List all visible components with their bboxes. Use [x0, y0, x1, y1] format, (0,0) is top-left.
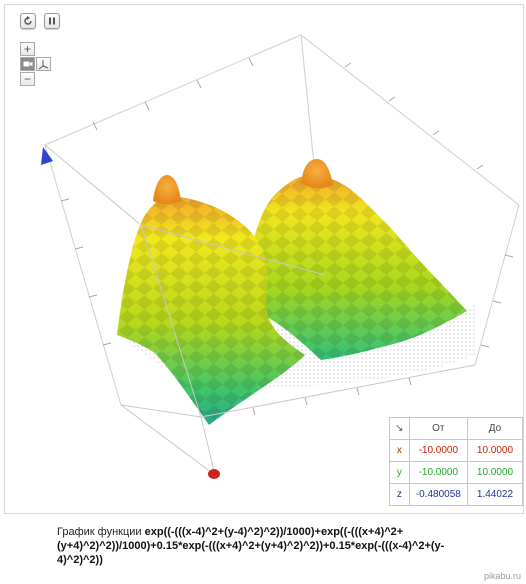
peak-right — [301, 159, 333, 189]
header-to: До — [466, 417, 523, 440]
x-to-value[interactable]: 10.0000 — [466, 439, 523, 462]
surface-plot[interactable] — [5, 5, 523, 513]
watermark: pikabu.ru — [483, 571, 521, 581]
pause-icon — [49, 17, 55, 25]
reset-view-button[interactable] — [20, 13, 36, 29]
table-row: y -10.0000 10.0000 — [389, 461, 523, 484]
caption-prefix: График функции — [57, 526, 145, 538]
refresh-icon — [24, 16, 32, 25]
axes-toggle-button[interactable] — [36, 57, 51, 71]
y-to-value[interactable]: 10.0000 — [466, 461, 523, 484]
table-row: z -0.480058 1.44022 — [389, 483, 523, 506]
zoom-out-label: − — [23, 72, 31, 86]
axis-label-z: z — [389, 483, 410, 506]
axis-range-table: ↘ От До x -10.0000 10.0000 y -10.0000 10… — [389, 417, 523, 506]
axes-icon — [38, 59, 49, 69]
table-row: x -10.0000 10.0000 — [389, 439, 523, 462]
x-axis-marker — [208, 469, 220, 479]
y-from-value[interactable]: -10.0000 — [408, 461, 468, 484]
peak-left — [153, 175, 181, 204]
x-from-value[interactable]: -10.0000 — [408, 439, 468, 462]
plot-caption: График функции exp((-(((x-4)^2+(y-4)^2)^… — [57, 525, 487, 567]
camera-icon — [23, 61, 32, 67]
axis-ticks — [60, 57, 514, 416]
caption-formula: exp((-(((x-4)^2+(y-4)^2)^2))/1000)+exp((… — [57, 526, 445, 566]
z-from-value[interactable]: -0.480058 — [408, 483, 468, 506]
camera-button[interactable] — [20, 57, 35, 71]
pause-button[interactable] — [44, 13, 60, 29]
z-axis-marker — [41, 147, 53, 165]
z-to-value[interactable]: 1.44022 — [466, 483, 523, 506]
zoom-in-label: + — [23, 42, 31, 56]
axis-label-x: x — [389, 439, 410, 462]
header-from: От — [408, 417, 468, 440]
zoom-in-button[interactable]: + — [20, 42, 35, 56]
zoom-out-button[interactable]: − — [20, 72, 35, 86]
axis-label-y: y — [389, 461, 410, 484]
plot-viewer[interactable]: + − ↘ От До x -10.0000 10.0000 y -10.000… — [4, 4, 524, 514]
table-corner-icon[interactable]: ↘ — [389, 417, 410, 440]
bounding-box-front — [44, 144, 476, 476]
